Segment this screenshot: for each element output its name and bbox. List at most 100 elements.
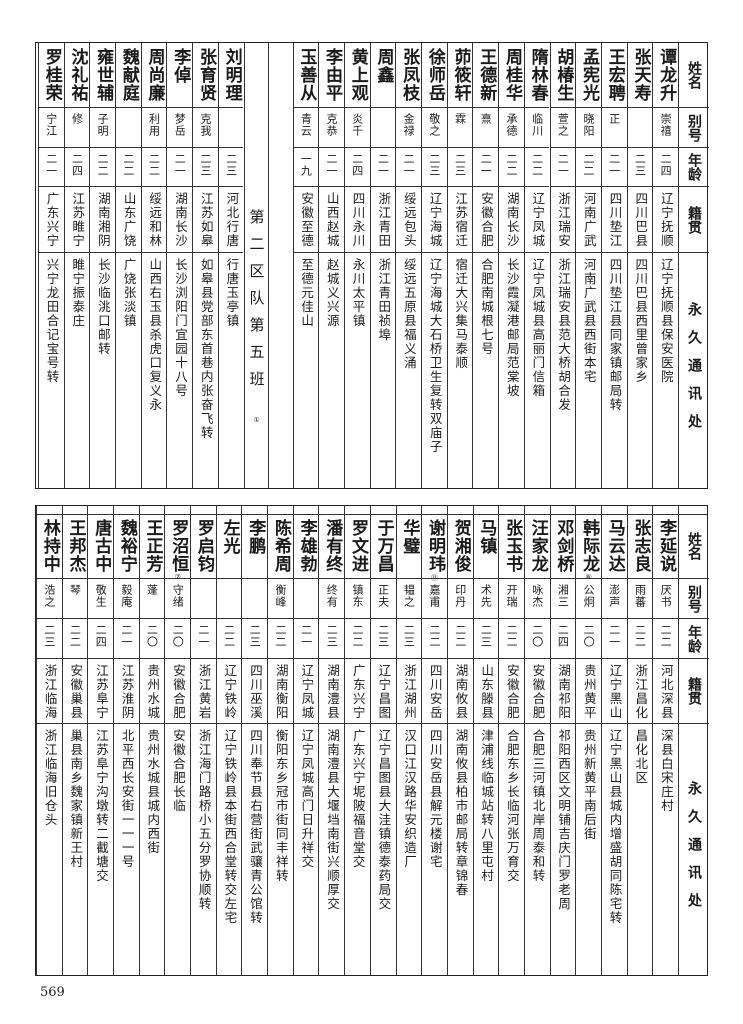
age-text: 二二 <box>68 624 82 648</box>
alias-text: 梦岳 <box>173 113 187 137</box>
age-text: 二三 <box>198 153 212 177</box>
roster-row: 贺湘俊 印丹 二二 湖南攸县 湖南攸县柏市邮局转章锦春 <box>446 506 473 975</box>
alias-text: 镇东 <box>350 584 364 608</box>
address-text: 长沙临洮口邮转 <box>95 258 111 356</box>
section-footnote: ① <box>253 416 260 424</box>
age-cell: 二二 <box>141 148 167 187</box>
age-cell: 二二 <box>447 619 473 659</box>
origin-cell: 籍贯 <box>679 659 709 724</box>
address-text: 江苏阜宁沟墩转二截塘交 <box>93 729 109 883</box>
origin-cell: 辽宁海城 <box>422 187 447 253</box>
age-text: 二〇 <box>530 624 544 648</box>
alias-text: 术先 <box>479 584 493 608</box>
name-cell: 邓剑桥 <box>550 514 576 579</box>
age-text: 二一 <box>325 153 339 177</box>
alias-cell <box>293 579 319 619</box>
name-cell: 唐古中 <box>88 514 114 579</box>
roster-row: 谢明玮 ⑪ 嘉甫 二二 四川安岳 四川安岳县解元楼谢宅 <box>421 506 447 975</box>
name-text: 罗沼恒 <box>168 519 189 573</box>
roster-row: 马云达 澎声 二一 辽宁黑山 辽宁黑山县城内增盛胡同陈宅转 <box>600 506 627 975</box>
address-text: 津浦线临城站转八里屯村 <box>479 729 495 883</box>
roster-row: 王宏聘正二一 四川垫江 四川垫江县同家镇邮局转 <box>600 43 627 488</box>
roster-row: 谭龙升 崇禧 二四 辽宁抚顺 辽宁抚顺县保安医院 <box>652 43 678 488</box>
origin-cell: 贵州水城 <box>139 659 165 724</box>
name-cell: 魏献庭 <box>116 43 141 108</box>
age-cell: 二三 <box>627 148 653 187</box>
address-cell: 四川巴县西里曾家乡 <box>628 253 653 490</box>
alias-text: 敬生 <box>94 584 108 608</box>
age-cell: 二二 <box>268 619 293 659</box>
name-cell: 隋林春 <box>524 43 550 108</box>
name-text: 贺湘俊 <box>450 519 471 573</box>
roster-row: 罗桂荣 宁江 二一 广东兴宁 兴宁龙田合记宝号转 <box>37 43 64 490</box>
address-cell: 衡阳东乡冠市街同丰祥转 <box>268 724 293 977</box>
roster-row: 邓剑桥 湘三 二四 湖南祁阳 祁阳西区文明铺吉庆门罗老周 <box>549 506 576 975</box>
age-text: 二四 <box>350 153 364 177</box>
age-text: 二一 <box>607 624 621 648</box>
origin-text: 山西赵城 <box>324 192 340 248</box>
address-cell: 长沙霞凝港邮局范棠坡 <box>499 253 524 490</box>
origin-text: 山东滕县 <box>479 664 495 720</box>
age-text: 二二 <box>428 624 442 648</box>
name-cell: 王正芳 <box>139 514 165 579</box>
alias-text: 终有 <box>325 584 339 608</box>
age-cell: 二〇 <box>165 619 191 659</box>
address-text: 巢县南乡魏家镇新王村 <box>68 729 84 869</box>
name-text: 雍世辅 <box>93 48 114 102</box>
origin-text: 安徽合肥 <box>478 192 494 248</box>
address-text: 合肥南城根七号 <box>478 258 494 356</box>
alias-cell: 别号 <box>679 108 709 148</box>
address-text: 河南广武县西街本宅 <box>581 258 597 384</box>
name-text: 李雄勃 <box>296 519 317 573</box>
origin-cell: 湖南祁阳 <box>550 659 576 724</box>
roster-row: 茆筱轩霖二三 江苏宿迁 宿迁大兴集马泰顺 <box>446 43 473 488</box>
alias-text: 萱之 <box>556 113 570 137</box>
name-text: 周鑫 <box>373 48 394 84</box>
age-text: 二四 <box>556 624 570 648</box>
address-text: 北平西长安街一一一号 <box>119 729 135 869</box>
roster-row: 李倬 梦岳 二一 湖南长沙 长沙浏阳门宜园十八号 <box>166 43 193 488</box>
address-cell: 如皋县党部东首巷内张奋飞转 <box>193 253 218 490</box>
name-with-note: 罗沼恒 ⑦ <box>168 519 189 581</box>
age-text: 二一 <box>556 153 570 177</box>
alias-cell: 承德 <box>499 108 524 148</box>
name-text: 隋林春 <box>527 48 548 102</box>
age-text: 二一 <box>119 624 133 648</box>
name-text: 韩际龙 <box>579 519 600 573</box>
address-text: 辽宁铁岭县本街西合堂转交左宅 <box>222 729 238 925</box>
alias-cell <box>242 579 268 619</box>
origin-text: 辽宁昌图 <box>376 664 392 720</box>
origin-text: 绥远包头 <box>401 192 417 248</box>
name-cell: 李鹏 <box>242 514 268 579</box>
age-text: 二三 <box>453 153 467 177</box>
address-text: 辽宁凤城县高丽门信箱 <box>530 258 546 398</box>
alias-text: 浩之 <box>42 584 56 608</box>
name-cell: 孟宪光 <box>576 43 601 108</box>
alias-cell: 敬生 <box>88 579 114 619</box>
origin-text: 四川永川 <box>350 192 366 248</box>
name-text: 胡椿生 <box>553 48 574 102</box>
name-cell: 黄上观 <box>344 43 370 108</box>
roster-row: 李鹏 二三 四川巫溪 四川奉节县右营街武骧青公馆转 <box>241 506 268 975</box>
alias-cell <box>218 108 244 148</box>
age-cell: 二四 <box>653 148 678 187</box>
age-cell: 二一 <box>601 619 627 659</box>
origin-text: 湖南攸县 <box>453 664 469 720</box>
age-text: 二二 <box>505 624 519 648</box>
name-text: 谢明玮 <box>425 519 446 573</box>
address-cell: 辽宁海城大石桥卫生复转双庙子 <box>422 253 447 490</box>
origin-cell: 四川安岳 <box>422 659 447 724</box>
origin-text: 安徽合肥 <box>170 664 186 720</box>
name-cell: 陈希周 <box>268 514 293 579</box>
roster-row: 沈礼祐修二四 江苏睢宁 睢宁振泰庄 <box>63 43 90 488</box>
alias-cell: 克恭 <box>319 108 344 148</box>
origin-cell: 辽宁黑山 <box>601 659 627 724</box>
origin-text: 辽宁抚顺 <box>658 192 674 248</box>
age-cell: 二四 <box>344 148 370 187</box>
name-text: 潘有终 <box>322 519 343 573</box>
name-text: 玉善从 <box>296 48 317 102</box>
address-cell: 兴宁龙田合记宝号转 <box>39 253 64 490</box>
age-text: 二四 <box>659 153 673 177</box>
age-text: 二三 <box>224 153 238 177</box>
name-cell: 马云达 <box>601 514 627 579</box>
